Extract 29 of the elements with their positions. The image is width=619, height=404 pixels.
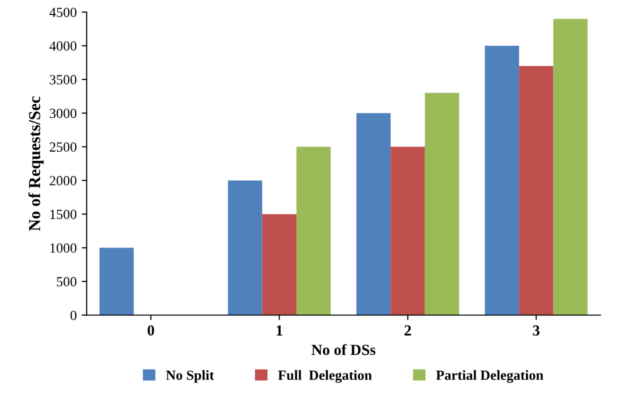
bar <box>424 92 460 316</box>
y-tick-label: 4000 <box>49 41 76 51</box>
y-tick-label: 3000 <box>50 108 76 118</box>
legend-label: Partial Delegation <box>436 370 544 383</box>
y-tick-label: 0 <box>70 310 76 320</box>
x-tick-label: 0 <box>148 325 154 336</box>
bar <box>296 146 331 316</box>
bar <box>356 113 391 316</box>
bar <box>519 66 554 316</box>
x-axis-title: No of DSs <box>312 344 376 356</box>
x-tick-label: 2 <box>404 325 411 336</box>
y-tick-label: 1000 <box>50 243 76 253</box>
x-tick-label: 3 <box>532 325 540 336</box>
legend-label: Full Delegation <box>278 370 372 383</box>
y-axis-title: No of Requests/Sec <box>28 96 44 231</box>
bar <box>228 180 262 316</box>
y-tick-label: 1500 <box>50 210 76 220</box>
y-tick-label: 2000 <box>50 176 76 186</box>
y-tick-label: 4500 <box>49 8 76 18</box>
bar <box>262 214 296 316</box>
legend-label: No Split <box>166 370 214 383</box>
bar <box>100 248 134 316</box>
bar <box>390 146 425 316</box>
x-tick-label: 1 <box>276 325 282 336</box>
bar <box>553 18 588 316</box>
y-tick-label: 2500 <box>50 142 76 152</box>
y-tick-label: 3500 <box>50 75 76 84</box>
bar <box>484 46 520 316</box>
y-tick-label: 500 <box>56 277 76 286</box>
